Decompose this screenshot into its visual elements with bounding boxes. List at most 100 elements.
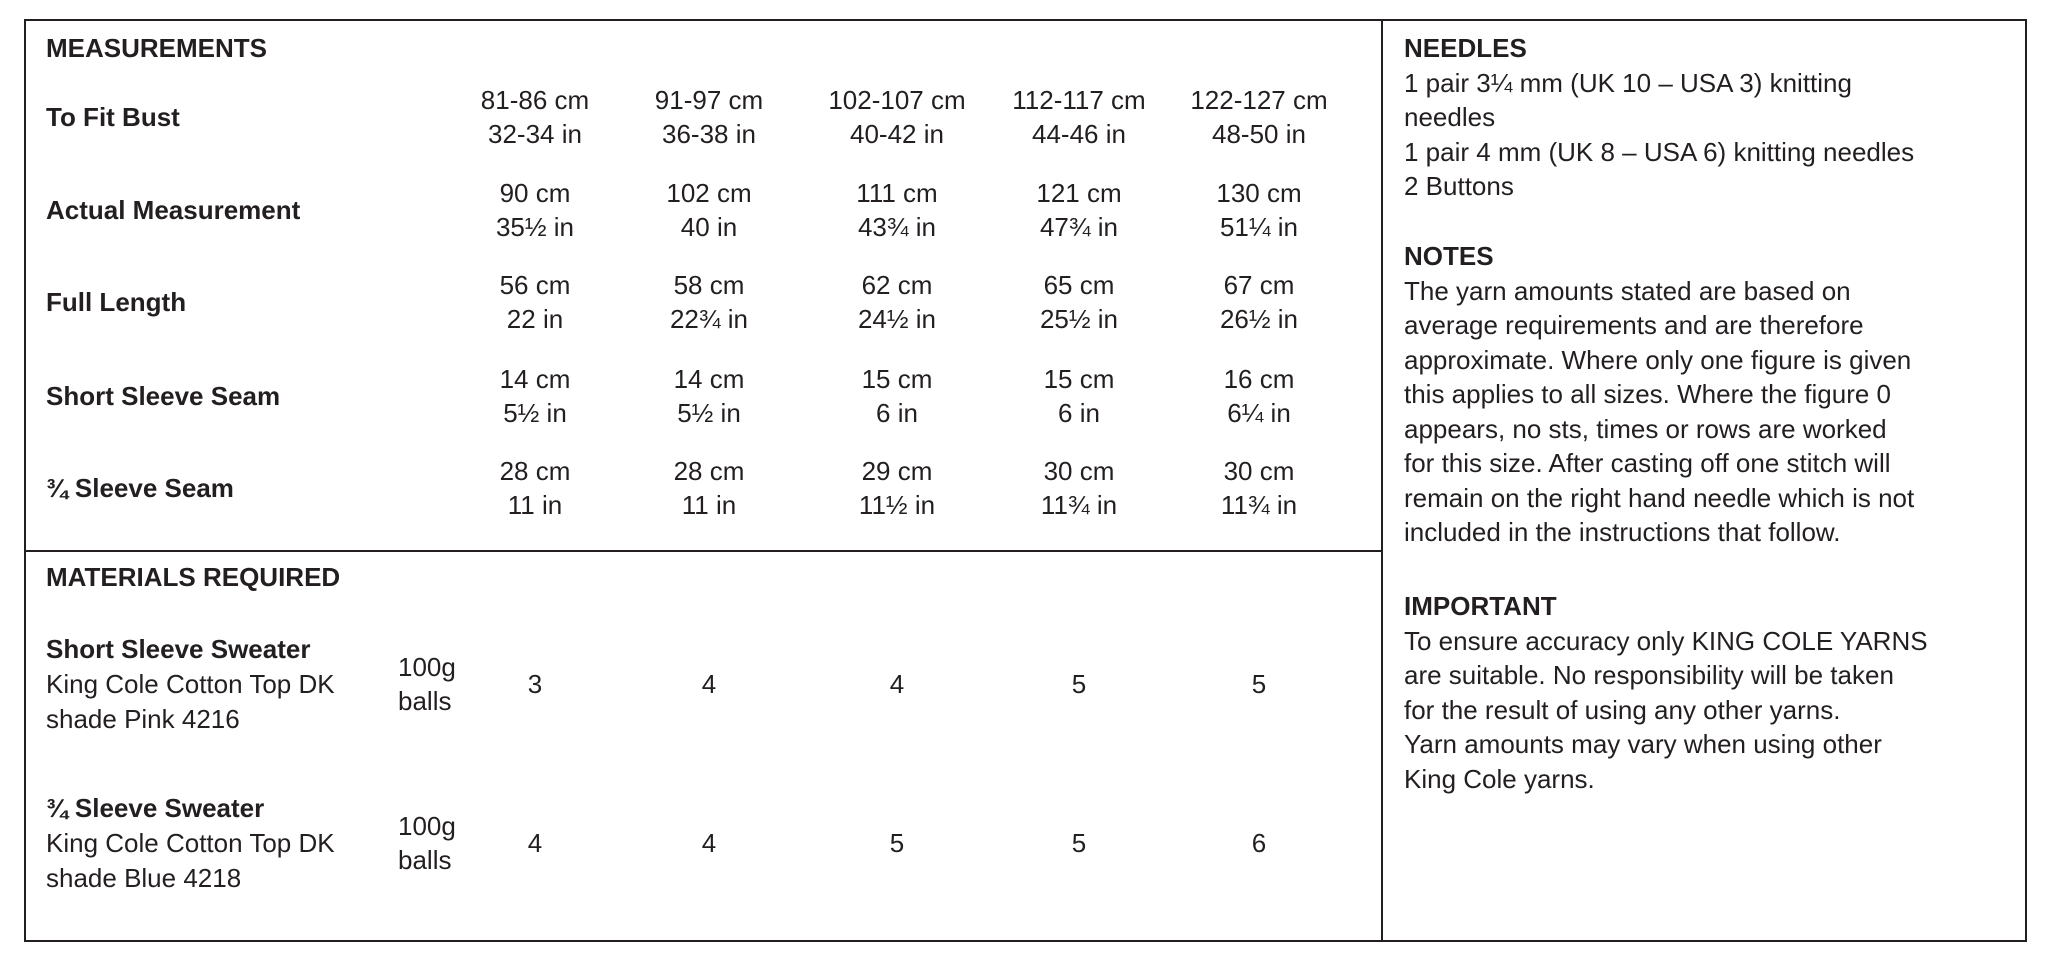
notes-line: appears, no sts, times or rows are worke… [1404,413,1887,444]
cell-in: 11¾ in [1040,490,1118,520]
notes-line: remain on the right hand needle which is… [1404,482,1915,513]
cell-cm: 30 cm [1223,456,1295,486]
cell-in: 11 in [681,490,737,520]
ball-count: 5 [1071,828,1087,858]
cell-cm: 102 cm [666,178,752,208]
needles-line: 2 Buttons [1404,171,1514,201]
cell-cm: 65 cm [1043,270,1115,300]
cell-in: 48-50 in [1212,119,1306,149]
material-yarn: King Cole Cotton Top DK [46,669,335,699]
cell-in: 26½ in [1219,304,1299,334]
cell-cm: 56 cm [499,270,571,300]
material-name: ¾ Sleeve Sweater [46,793,265,823]
notes-section: NOTES The yarn amounts stated are based … [1404,239,2014,550]
cell-in: 51¼ in [1219,212,1299,242]
material-unit: balls [398,845,452,875]
cell-cm: 81-86 cm [480,85,590,115]
row-label: Short Sleeve Seam [46,381,281,411]
important-line: Yarn amounts may vary when using other [1404,729,1882,759]
material-unit: 100g [398,811,456,841]
cell-in: 25½ in [1039,304,1119,334]
cell-cm: 90 cm [499,178,571,208]
cell-cm: 30 cm [1043,456,1115,486]
cell-cm: 122-127 cm [1190,85,1328,115]
row-label: To Fit Bust [46,102,180,132]
cell-cm: 14 cm [673,364,745,394]
cell-in: 36-38 in [662,119,756,149]
needles-section: NEEDLES 1 pair 3¼ mm (UK 10 – USA 3) kni… [1404,31,2014,204]
cell-cm: 28 cm [673,456,745,486]
table-frame [24,19,2027,942]
cell-cm: 102-107 cm [828,85,966,115]
ball-count: 3 [527,669,543,699]
ball-count: 4 [889,669,905,699]
cell-in: 11½ in [858,490,936,520]
cell-cm: 28 cm [499,456,571,486]
notes-line: approximate. Where only one figure is gi… [1404,344,1912,375]
cell-in: 5½ in [677,398,741,428]
row-label: Full Length [46,287,187,317]
cell-in: 6 in [876,398,918,428]
cell-cm: 67 cm [1223,270,1295,300]
cell-cm: 58 cm [673,270,745,300]
cell-in: 43¾ in [857,212,937,242]
important-line: To ensure accuracy only KING COLE YARNS [1404,625,1928,656]
needles-line: 1 pair 4 mm (UK 8 – USA 6) knitting need… [1404,136,1915,167]
cell-cm: 111 cm [856,178,938,208]
cell-in: 11¾ in [1220,490,1298,520]
cell-cm: 14 cm [499,364,571,394]
notes-line: The yarn amounts stated are based on [1404,275,1851,306]
cell-cm: 15 cm [1043,364,1115,394]
measurements-title: MEASUREMENTS [46,33,268,63]
cell-cm: 112-117 cm [1012,85,1146,115]
ball-count: 5 [889,828,905,858]
cell-cm: 130 cm [1216,178,1302,208]
ball-count: 5 [1071,669,1087,699]
cell-in: 11 in [507,490,563,520]
cell-in: 22¾ in [669,304,749,334]
cell-in: 6 in [1058,398,1100,428]
material-name: Short Sleeve Sweater [46,634,311,664]
cell-cm: 121 cm [1036,178,1122,208]
ball-count: 4 [527,828,543,858]
cell-in: 47¾ in [1039,212,1119,242]
cell-in: 24½ in [857,304,937,334]
materials-title: MATERIALS REQUIRED [46,562,341,592]
ball-count: 4 [701,828,717,858]
cell-in: 32-34 in [488,119,582,149]
cell-cm: 91-97 cm [654,85,764,115]
notes-line: this applies to all sizes. Where the fig… [1404,379,1892,409]
material-shade: shade Pink 4216 [46,704,240,734]
notes-line: average requirements and are therefore [1404,310,1864,340]
important-section: IMPORTANT To ensure accuracy only KING C… [1404,589,2014,796]
cell-in: 40 in [680,212,738,242]
ball-count: 4 [701,669,717,699]
material-unit: balls [398,686,452,716]
cell-in: 35½ in [495,212,575,242]
cell-cm: 29 cm [861,456,933,486]
important-line: for the result of using any other yarns. [1404,694,1841,725]
row-label: Actual Measurement [46,195,301,225]
notes-line: for this size. After casting off one sti… [1404,448,1891,478]
notes-line: included in the instructions that follow… [1404,517,1841,547]
material-unit: 100g [398,652,456,682]
column-divider [1381,19,1383,942]
cell-in: 40-42 in [850,119,944,149]
ball-count: 6 [1251,828,1267,858]
needles-line: needles [1404,102,1496,132]
cell-in: 6¼ in [1227,398,1291,428]
cell-in: 5½ in [503,398,567,428]
cell-cm: 16 cm [1223,364,1295,394]
important-line: King Cole yarns. [1404,763,1595,794]
material-shade: shade Blue 4218 [46,863,242,893]
cell-in: 44-46 in [1032,119,1126,149]
material-yarn: King Cole Cotton Top DK [46,828,335,858]
notes-title: NOTES [1404,241,1494,271]
needles-title: NEEDLES [1404,33,1527,63]
cell-cm: 15 cm [861,364,933,394]
row-label: ¾ Sleeve Seam [46,473,234,503]
important-line: are suitable. No responsibility will be … [1404,660,1894,690]
needles-line: 1 pair 3¼ mm (UK 10 – USA 3) knitting [1404,67,1852,98]
cell-cm: 62 cm [861,270,933,300]
important-title: IMPORTANT [1404,591,1557,621]
